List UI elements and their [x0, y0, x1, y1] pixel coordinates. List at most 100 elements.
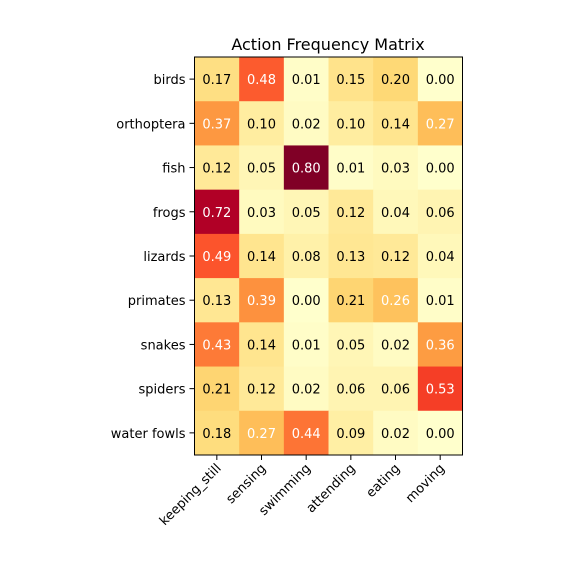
cell-value-label: 0.14: [247, 250, 276, 265]
cell-value-label: 0.02: [292, 383, 321, 398]
cell-value-label: 0.14: [247, 338, 276, 353]
cell-value-label: 0.01: [336, 162, 365, 177]
y-tick-label: frogs: [153, 206, 186, 221]
heatmap-cell: [283, 145, 330, 191]
heatmap-cell: [194, 278, 240, 323]
y-tick-label: primates: [128, 294, 186, 309]
heatmap-cell: [283, 101, 330, 146]
heatmap-cell: [373, 278, 419, 323]
cell-value-label: 0.39: [247, 294, 276, 309]
heatmap-cell: [417, 189, 464, 235]
cell-value-label: 0.05: [292, 206, 321, 221]
heatmap-cell: [239, 189, 285, 235]
cell-value-label: 0.17: [202, 73, 231, 88]
heatmap-cell: [417, 57, 464, 102]
heatmap-cell: [373, 366, 419, 412]
heatmap-cell: [417, 278, 464, 323]
x-tick-label: keeping_still: [157, 461, 225, 529]
heatmap-cell: [373, 101, 419, 146]
heatmap-cell: [373, 233, 419, 279]
heatmap-cell: [417, 366, 464, 412]
y-tick-label: fish: [162, 162, 185, 177]
heatmap-cell: [239, 322, 285, 368]
y-tick-label: snakes: [141, 338, 186, 353]
heatmap-cell: [328, 322, 374, 368]
x-tick-label: eating: [364, 461, 404, 501]
heatmap-cell: [373, 145, 419, 191]
cell-value-label: 0.49: [202, 250, 231, 265]
cell-value-label: 0.10: [336, 117, 365, 132]
heatmap-cell: [239, 57, 285, 102]
heatmap-cell: [283, 233, 330, 279]
cell-value-label: 0.21: [202, 383, 231, 398]
heatmap-cell: [328, 57, 374, 102]
heatmap-cell: [373, 322, 419, 368]
cell-value-label: 0.10: [247, 117, 276, 132]
heatmap-cell: [417, 101, 464, 146]
cell-value-label: 0.03: [247, 206, 276, 221]
cell-value-label: 0.00: [426, 162, 455, 177]
cell-value-label: 0.00: [426, 73, 455, 88]
x-tick-label: attending: [304, 461, 359, 516]
cell-value-label: 0.05: [247, 162, 276, 177]
cell-value-label: 0.02: [381, 338, 410, 353]
heatmap-cell: [194, 233, 240, 279]
cell-value-label: 0.00: [292, 294, 321, 309]
cell-value-label: 0.20: [381, 73, 410, 88]
cell-value-label: 0.12: [336, 206, 365, 221]
heatmap-cell: [283, 322, 330, 368]
y-axis-ticks: birds orthoptera fish frogs lizards primates s…: [111, 73, 195, 442]
cell-value-label: 0.12: [381, 250, 410, 265]
cell-value-label: 0.06: [426, 206, 455, 221]
heatmap-cell: [417, 410, 464, 456]
x-tick-label: sensing: [223, 461, 269, 507]
cell-value-label: 0.06: [336, 383, 365, 398]
cell-value-label: 0.27: [247, 427, 276, 442]
heatmap-cell: [194, 366, 240, 412]
heatmap-cell: [194, 410, 240, 456]
heatmap-cell: [194, 57, 240, 102]
heatmap-cell: [194, 322, 240, 368]
cell-value-label: 0.48: [247, 73, 276, 88]
cell-value-label: 0.04: [381, 206, 410, 221]
x-tick-label: moving: [403, 461, 448, 506]
cell-value-label: 0.02: [381, 427, 410, 442]
cell-value-label: 0.72: [202, 206, 231, 221]
heatmap-cell: [328, 189, 374, 235]
cell-value-label: 0.80: [292, 162, 321, 177]
cell-value-label: 0.03: [381, 162, 410, 177]
heatmap-cell: [373, 410, 419, 456]
cell-value-label: 0.44: [292, 427, 321, 442]
cell-value-label: 0.36: [426, 338, 455, 353]
heatmap-cell: [283, 57, 330, 102]
heatmap-cell: [328, 278, 374, 323]
heatmap-cell: [239, 366, 285, 412]
cell-value-label: 0.01: [292, 338, 321, 353]
cell-value-label: 0.08: [292, 250, 321, 265]
cell-value-label: 0.09: [336, 427, 365, 442]
heatmap-cell: [283, 189, 330, 235]
cell-value-label: 0.26: [381, 294, 410, 309]
heatmap-cell: [239, 278, 285, 323]
cell-value-label: 0.01: [426, 294, 455, 309]
heatmap-cell: [328, 410, 374, 456]
cell-value-label: 0.13: [336, 250, 365, 265]
cell-value-label: 0.04: [426, 250, 455, 265]
cell-value-label: 0.43: [202, 338, 231, 353]
heatmap-cell-labels: 0.17 0.48 0.01 0.15 0.20 0.00 0.37 0.10 0.02 0.10…: [202, 73, 454, 442]
heatmap-cell: [239, 101, 285, 146]
chart-title: Action Frequency Matrix: [231, 35, 424, 54]
cell-value-label: 0.02: [292, 117, 321, 132]
heatmap-cell: [283, 366, 330, 412]
y-tick-label: orthoptera: [116, 117, 185, 132]
cell-value-label: 0.00: [426, 427, 455, 442]
cell-value-label: 0.15: [336, 73, 365, 88]
heatmap-cell: [417, 322, 464, 368]
heatmap-cell: [373, 189, 419, 235]
cell-value-label: 0.05: [336, 338, 365, 353]
y-tick-label: spiders: [138, 383, 185, 398]
heatmap-cells: [194, 57, 464, 456]
cell-value-label: 0.53: [426, 383, 455, 398]
heatmap-cell: [328, 145, 374, 191]
